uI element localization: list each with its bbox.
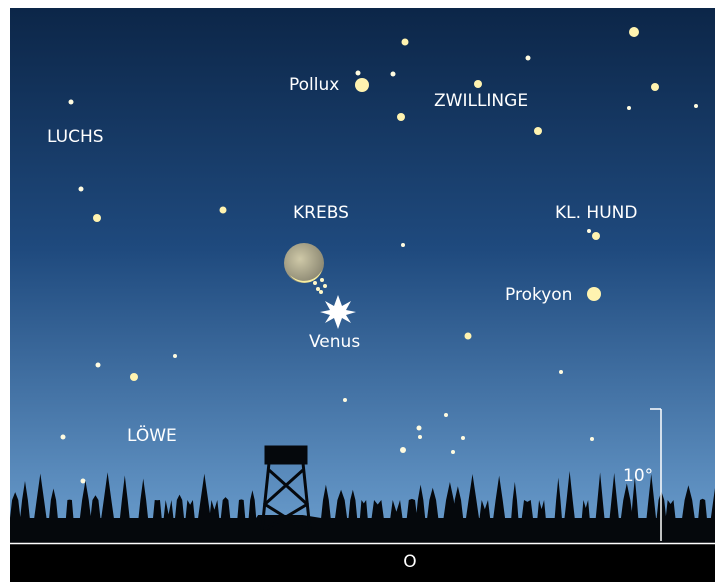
constellation-label: LUCHS (47, 127, 104, 147)
star (629, 27, 639, 37)
star (418, 435, 422, 439)
star (587, 229, 591, 233)
star (592, 232, 600, 240)
star (397, 113, 405, 121)
star (587, 287, 601, 301)
planet-label: Venus (309, 332, 360, 352)
star (93, 214, 101, 222)
star (391, 72, 396, 77)
star (590, 437, 594, 441)
star (402, 39, 409, 46)
star-label: Pollux (289, 75, 339, 95)
star (343, 398, 347, 402)
star (559, 370, 563, 374)
star (627, 106, 631, 110)
horizon-bar (10, 543, 715, 582)
star (220, 207, 227, 214)
constellation-label: LÖWE (127, 424, 177, 446)
star (400, 447, 406, 453)
sky-map: LUCHS ZWILLINGE KREBS KL. HUND LÖWE Poll… (0, 0, 715, 582)
star (444, 413, 448, 417)
star (461, 436, 465, 440)
constellation-label: KL. HUND (555, 203, 637, 223)
star (694, 104, 698, 108)
star-label: Prokyon (505, 285, 572, 305)
star (465, 333, 472, 340)
star (79, 187, 84, 192)
moon (284, 243, 324, 283)
star (417, 426, 422, 431)
star (69, 100, 74, 105)
star (651, 83, 659, 91)
star (61, 435, 66, 440)
star (526, 56, 531, 61)
star (474, 80, 482, 88)
star (401, 243, 405, 247)
direction-label: O (403, 552, 416, 572)
star (81, 479, 86, 484)
star (356, 71, 361, 76)
star (96, 363, 101, 368)
star (173, 354, 177, 358)
star (534, 127, 542, 135)
constellation-label: KREBS (293, 203, 349, 223)
constellation-label: ZWILLINGE (434, 91, 528, 111)
star (355, 78, 369, 92)
star (451, 450, 455, 454)
star (130, 373, 138, 381)
scale-label: 10° (623, 466, 653, 486)
